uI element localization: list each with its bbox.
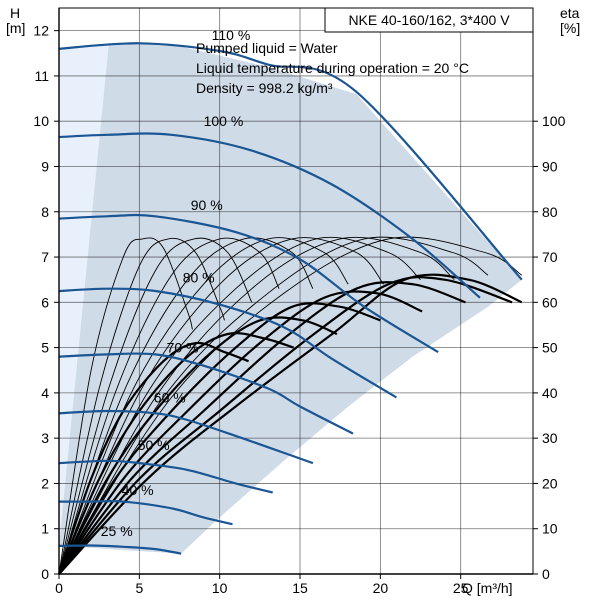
- left-axis-title: H: [10, 5, 20, 21]
- left-tick-label: 4: [41, 385, 49, 401]
- left-tick-label: 12: [33, 23, 49, 39]
- chart-title: NKE 40-160/162, 3*400 V: [348, 12, 510, 28]
- right-tick-label: 20: [542, 475, 558, 491]
- speed-label-50: 50 %: [138, 437, 170, 453]
- qh-curve-50: [58, 459, 273, 494]
- right-tick-label: 100: [542, 113, 566, 129]
- qh-curve-60: [58, 409, 314, 465]
- right-tick-label: 0: [542, 566, 550, 582]
- efficiency-curve-thick: [58, 290, 423, 575]
- efficiency-curve-thin: [58, 236, 421, 575]
- efficiency-curve-thin: [58, 237, 384, 575]
- right-tick-label: 90: [542, 158, 558, 174]
- efficiency-curve-thin: [58, 236, 523, 575]
- x-tick-label: 0: [55, 580, 63, 596]
- speed-label-110: 110 %: [212, 27, 251, 43]
- qh-curve-100: [58, 132, 481, 299]
- left-tick-label: 9: [41, 158, 49, 174]
- left-tick-label: 7: [41, 249, 49, 265]
- left-tick-label: 3: [41, 430, 49, 446]
- operating-region: [59, 44, 522, 554]
- right-tick-label: 70: [542, 249, 558, 265]
- info-line: Liquid temperature during operation = 20…: [196, 60, 469, 76]
- qh-curve-80: [58, 287, 397, 399]
- right-axis-title: eta: [560, 5, 580, 21]
- x-tick-label: 20: [373, 580, 389, 596]
- efficiency-curve-thin: [58, 237, 193, 575]
- x-axis-label: Q [m³/h]: [462, 580, 513, 596]
- left-tick-label: 2: [41, 475, 49, 491]
- speed-label-100: 100 %: [204, 113, 244, 129]
- efficiency-curve-thick: [58, 281, 466, 575]
- speed-label-60: 60 %: [154, 389, 186, 405]
- left-tick-label: 10: [33, 113, 49, 129]
- efficiency-curve-thick: [58, 302, 381, 575]
- x-tick-label: 25: [453, 580, 469, 596]
- qh-curve-40: [59, 499, 233, 526]
- right-tick-label: 50: [542, 340, 558, 356]
- efficiency-curve-thin: [58, 236, 489, 575]
- qh-curve-90: [58, 213, 439, 354]
- left-tick-label: 6: [41, 294, 49, 310]
- left-tick-label: 11: [34, 68, 49, 84]
- title-box: [324, 7, 534, 33]
- left-tick-label: 1: [41, 521, 49, 537]
- left-axis-unit: [m]: [6, 20, 25, 36]
- left-tick-label: 5: [41, 340, 49, 356]
- right-tick-label: 60: [542, 294, 558, 310]
- speed-label-25: 25 %: [101, 523, 133, 539]
- x-tick-label: 5: [135, 580, 143, 596]
- right-tick-label: 30: [542, 430, 558, 446]
- right-axis-unit: [%]: [560, 20, 580, 36]
- qh-curve-25: [58, 544, 182, 555]
- efficiency-curve-thick: [57, 341, 249, 575]
- speed-label-90: 90 %: [191, 197, 223, 213]
- qh-curve-70: [58, 352, 354, 435]
- speed-label-80: 80 %: [183, 269, 215, 285]
- info-line: Density = 998.2 kg/m³: [196, 80, 333, 96]
- right-tick-label: 80: [542, 204, 558, 220]
- info-line: Pumped liquid = Water: [196, 40, 338, 56]
- speed-label-40: 40 %: [122, 482, 154, 498]
- left-tick-label: 0: [41, 566, 49, 582]
- efficiency-curve-thin: [58, 237, 349, 575]
- x-tick-label: 15: [292, 580, 308, 596]
- efficiency-curve-thick: [58, 273, 523, 575]
- qh-curve-110: [58, 42, 523, 281]
- right-tick-label: 40: [542, 385, 558, 401]
- speed-label-70: 70 %: [167, 340, 199, 356]
- right-tick-label: 10: [542, 521, 558, 537]
- efficiency-curve-thick: [58, 276, 513, 575]
- x-tick-label: 10: [212, 580, 228, 596]
- efficiency-curve-thin: [58, 237, 314, 575]
- left-tick-label: 8: [41, 204, 49, 220]
